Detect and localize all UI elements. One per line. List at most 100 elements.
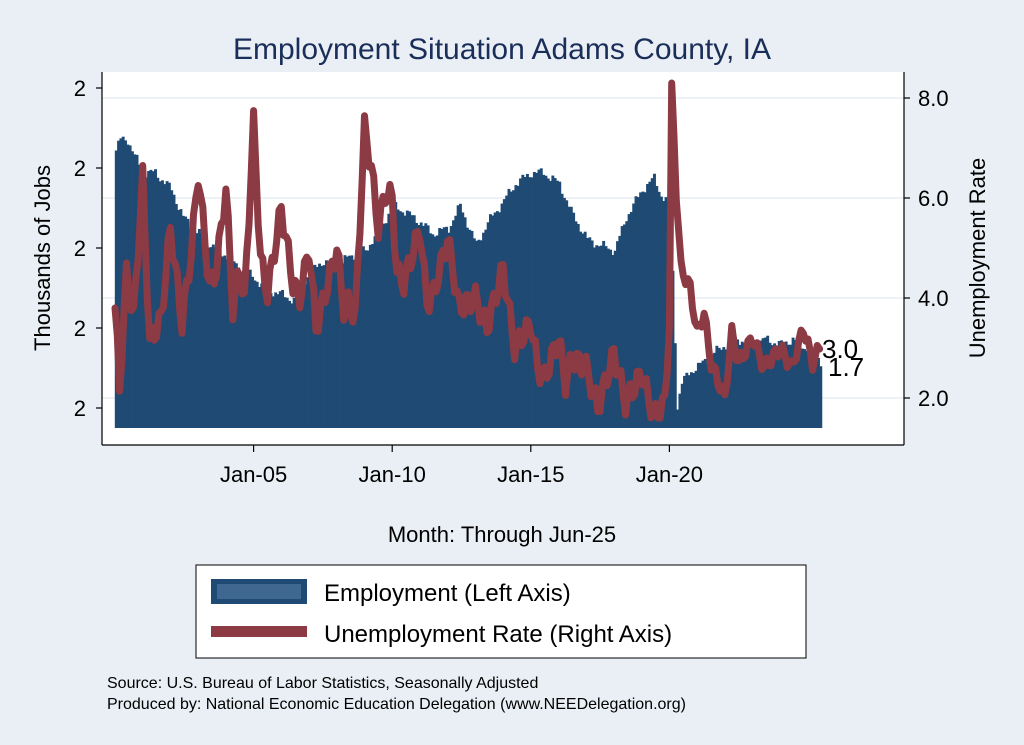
left-axis-label: Thousands of Jobs: [30, 165, 55, 351]
employment-bar: [583, 231, 587, 428]
employment-bar: [687, 375, 691, 428]
employment-bar: [285, 297, 289, 428]
employment-bar: [549, 180, 552, 428]
employment-bar: [269, 293, 273, 428]
left-axis-ticks: 2 2 2 2 2: [74, 76, 102, 421]
employment-bar: [431, 234, 435, 428]
x-tick-label: Jan-20: [636, 462, 703, 487]
employment-bar: [729, 338, 733, 428]
employment-bar: [676, 409, 680, 428]
employment-bar: [447, 232, 451, 428]
employment-bar: [154, 169, 157, 428]
employment-bar: [234, 263, 238, 428]
employment-bar: [117, 140, 121, 429]
employment-bar: [761, 338, 765, 428]
end-label-employment: 1.7: [828, 352, 864, 382]
employment-bar: [493, 212, 497, 428]
employment-bar: [422, 225, 425, 428]
employment-bar: [327, 262, 331, 428]
employment-bar: [218, 249, 222, 428]
employment-bar: [276, 294, 280, 428]
employment-bar: [759, 340, 763, 428]
employment-bar: [440, 228, 444, 428]
employment-bar: [750, 343, 753, 428]
left-tick-label: 2: [74, 396, 86, 421]
employment-bar: [505, 195, 509, 428]
employment-bar: [558, 181, 562, 428]
employment-bar: [602, 240, 606, 428]
employment-bar: [763, 337, 767, 428]
employment-bar: [708, 357, 712, 428]
employment-bar: [225, 259, 229, 428]
employment-bar: [701, 360, 705, 428]
employment-bar: [308, 274, 312, 428]
employment-bar: [565, 200, 569, 428]
employment-bar: [629, 211, 633, 428]
employment-bar: [814, 356, 818, 428]
employment-bar: [392, 203, 395, 428]
employment-bar: [692, 373, 696, 428]
employment-bar: [736, 339, 740, 428]
employment-bar: [648, 181, 652, 428]
employment-bar: [290, 303, 294, 428]
employment-bar: [211, 244, 215, 428]
employment-bar: [576, 223, 580, 428]
employment-bar: [214, 247, 218, 428]
employment-bar: [562, 197, 566, 428]
employment-bar: [461, 212, 465, 428]
employment-bar: [359, 251, 363, 428]
employment-bar: [699, 362, 703, 428]
right-tick-label: 6.0: [918, 186, 949, 211]
employment-bar: [114, 150, 118, 428]
employment-bar: [345, 256, 349, 428]
employment-bar: [119, 138, 123, 428]
employment-bar: [780, 340, 783, 428]
employment-bar: [627, 214, 631, 428]
employment-bar: [204, 239, 208, 428]
employment-bar: [745, 341, 749, 428]
left-tick-label: 2: [74, 76, 86, 101]
x-tick-label: Jan-05: [220, 462, 287, 487]
employment-bar: [424, 223, 428, 428]
employment-bar: [318, 263, 321, 428]
employment-bar: [773, 343, 777, 428]
employment-bar: [382, 223, 386, 428]
employment-bar: [352, 259, 356, 428]
employment-bar: [230, 255, 234, 428]
legend-swatch-employment-inner: [217, 584, 301, 599]
employment-bar: [696, 362, 700, 428]
employment-bar: [140, 169, 144, 428]
employment-bar: [544, 175, 548, 428]
employment-bar: [375, 229, 379, 428]
x-tick-label: Jan-10: [359, 462, 426, 487]
employment-bar: [525, 173, 529, 428]
employment-bar: [311, 265, 315, 428]
employment-bar: [258, 286, 261, 428]
employment-bar: [442, 227, 446, 428]
employment-bar: [800, 348, 804, 428]
employment-bar: [796, 339, 800, 428]
employment-bar: [653, 173, 656, 428]
employment-bar: [137, 164, 141, 428]
employment-bar: [514, 185, 518, 428]
employment-bar: [239, 274, 243, 428]
employment-bar: [817, 357, 820, 428]
employment-bar: [747, 337, 751, 428]
employment-bar: [195, 233, 199, 428]
employment-bar: [151, 171, 155, 429]
employment-bar: [639, 192, 643, 428]
employment-bar: [678, 393, 682, 428]
employment-bar: [343, 255, 347, 428]
employment-bar: [380, 223, 384, 428]
employment-bar: [172, 194, 176, 428]
employment-bar: [694, 370, 698, 428]
employment-bar: [202, 238, 206, 428]
employment-bar: [650, 178, 654, 428]
employment-bar: [170, 190, 174, 428]
employment-bar: [209, 247, 213, 428]
employment-bar: [223, 255, 227, 428]
employment-bar: [315, 266, 319, 428]
employment-bar: [320, 265, 324, 428]
employment-bar: [452, 220, 455, 428]
employment-bar: [283, 297, 287, 428]
